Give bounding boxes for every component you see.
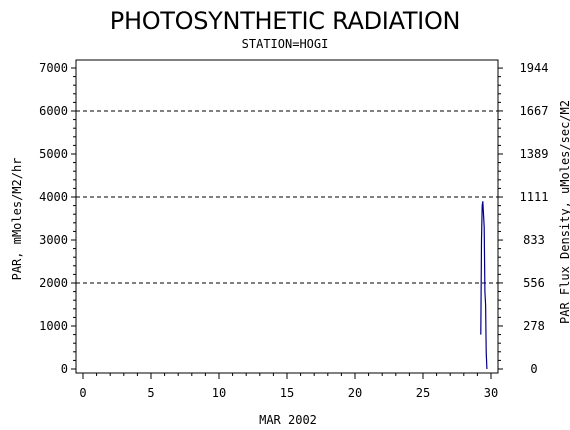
x-axis: 0 5 10 15 20 25 30 — [79, 373, 498, 400]
x-axis-label: MAR 2002 — [259, 413, 317, 427]
left-y-axis: 0 1000 2000 3000 4000 5000 6000 7000 — [39, 61, 76, 376]
y-tick-label: 7000 — [39, 61, 68, 75]
x-tick-label: 30 — [484, 386, 498, 400]
y2-tick-label: 1389 — [520, 147, 549, 161]
y2-tick-label: 278 — [523, 319, 545, 333]
y2-tick-label: 1667 — [520, 104, 549, 118]
series-line-0 — [480, 201, 488, 370]
plot-frame — [75, 59, 499, 374]
y-tick-label: 6000 — [39, 104, 68, 118]
series-layer — [480, 201, 488, 370]
y2-tick-label: 1111 — [520, 190, 549, 204]
x-tick-label: 5 — [147, 386, 154, 400]
y2-tick-label: 0 — [530, 362, 537, 376]
y-axis-label: PAR, mMoles/M2/hr — [10, 158, 24, 281]
chart-title: PHOTOSYNTHETIC RADIATION — [110, 7, 460, 35]
x-tick-label: 15 — [280, 386, 294, 400]
x-tick-label: 0 — [79, 386, 86, 400]
x-tick-label: 25 — [416, 386, 430, 400]
x-tick-label: 10 — [212, 386, 226, 400]
y-tick-label: 2000 — [39, 276, 68, 290]
y-tick-label: 0 — [61, 362, 68, 376]
right-y-axis: 0 278 556 833 1111 1389 1667 1944 — [498, 61, 548, 376]
y2-axis-label: PAR Flux Density, uMoles/sec/M2 — [558, 100, 570, 324]
chart-subtitle: STATION=HOGI — [242, 37, 329, 51]
y2-tick-label: 833 — [523, 233, 545, 247]
y-tick-label: 5000 — [39, 147, 68, 161]
y2-tick-label: 556 — [523, 276, 545, 290]
y2-tick-label: 1944 — [520, 61, 549, 75]
gridlines — [76, 110, 498, 284]
y-tick-label: 1000 — [39, 319, 68, 333]
y-tick-label: 3000 — [39, 233, 68, 247]
y-tick-label: 4000 — [39, 190, 68, 204]
x-tick-label: 20 — [348, 386, 362, 400]
